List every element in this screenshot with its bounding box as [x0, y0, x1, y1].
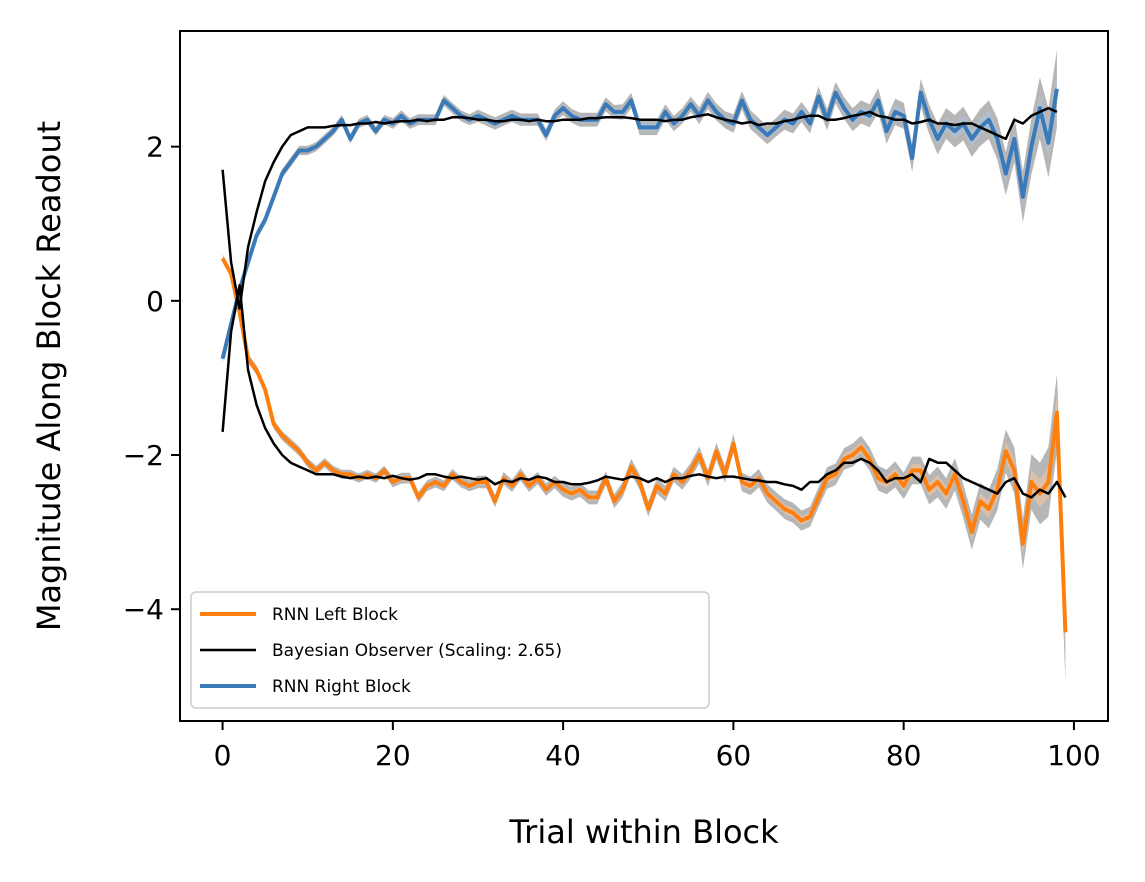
- series-line-1: [221, 284, 1067, 499]
- band-0: [222, 254, 1066, 683]
- x-tick-label: 100: [1047, 739, 1100, 772]
- x-tick-label: 0: [214, 739, 232, 772]
- y-tick-label: −2: [123, 439, 164, 472]
- plot-frame: [179, 30, 1109, 722]
- legend: RNN Left Block Bayesian Observer (Scaling…: [190, 591, 710, 709]
- legend-label: RNN Right Block: [272, 677, 411, 697]
- y-tick-label: 2: [146, 131, 164, 164]
- y-axis-label: Magnitude Along Block Readout: [30, 121, 68, 631]
- series-line-3: [220, 88, 1059, 360]
- x-tick-label: 60: [716, 739, 752, 772]
- y-tick-label: −4: [123, 593, 164, 626]
- legend-label: Bayesian Observer (Scaling: 2.65): [272, 641, 562, 661]
- x-axis-label: Trial within Block: [508, 813, 779, 851]
- legend-label: RNN Left Block: [272, 605, 398, 625]
- series-lines: [220, 88, 1068, 633]
- y-tick-label: 0: [146, 285, 164, 318]
- x-tick-label: 40: [545, 739, 581, 772]
- x-tick-label: 20: [375, 739, 411, 772]
- legend-box: [190, 591, 710, 709]
- x-tick-label: 80: [886, 739, 922, 772]
- y-axis-ticks: −4 −2 0 2: [123, 131, 180, 626]
- series-line-2: [221, 106, 1058, 310]
- x-axis-ticks: 0 20 40 60 80 100: [214, 721, 1101, 772]
